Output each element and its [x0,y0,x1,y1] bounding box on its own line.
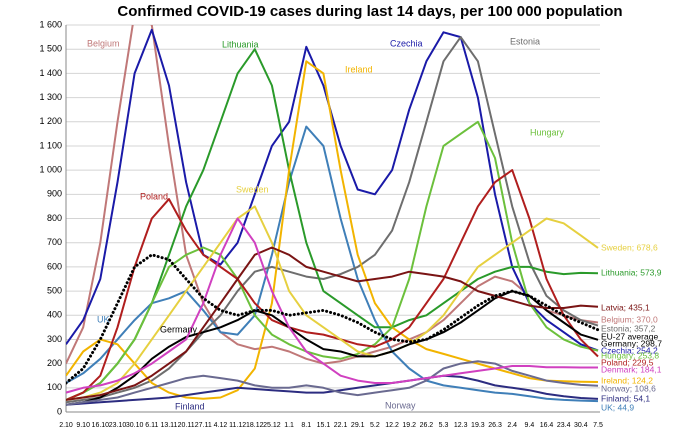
end-label: Ireland; 124,2 [601,375,653,385]
series-line [66,169,599,401]
x-tick-label: 27.11 [195,422,212,429]
y-tick-label: 1 300 [39,92,62,102]
series-label: Lithuania [222,39,259,49]
y-tick-label: 400 [47,310,62,320]
y-tick-label: 1 100 [39,140,62,150]
x-tick-label: 2.4 [507,422,517,429]
x-tick-label: 5.3 [439,422,449,429]
series-line [66,360,599,406]
x-tick-label: 20.11 [178,422,195,429]
y-tick-label: 1 000 [39,165,62,175]
end-label: Norway; 108,6 [601,383,656,393]
x-tick-label: 30.4 [574,422,588,429]
series-line [66,28,599,352]
end-label: Poland; 229,5 [601,357,654,367]
x-tick-label: 4.12 [214,422,228,429]
x-tick-label: 26.3 [488,422,502,429]
series-line [66,217,598,394]
x-tick-label: 23.4 [557,422,571,429]
series-line [66,125,599,403]
end-label: Estonia; 357,2 [601,323,656,333]
x-tick-label: 13.11 [160,422,177,429]
x-tick-label: 8.1 [301,422,311,429]
series-label: UK [97,314,110,324]
end-label: Latvia; 435,1 [601,302,650,312]
x-tick-label: 29.1 [351,422,365,429]
series-line [66,120,599,401]
x-tick-label: 9.4 [524,422,534,429]
y-tick-label: 800 [47,213,62,223]
x-tick-label: 16.10 [92,422,110,429]
series-label: Belgium [87,38,120,48]
end-label: Lithuania; 573,9 [601,267,662,277]
series-line [66,36,599,404]
end-label: Czechia; 254,2 [601,345,658,355]
series-line [66,246,599,401]
y-tick-label: 300 [47,334,62,344]
y-tick-label: 200 [47,358,62,368]
x-tick-label: 25.12 [263,422,281,429]
x-tick-label: 12.2 [385,422,399,429]
y-tick-label: 500 [47,285,62,295]
end-label: Finland; 54,1 [601,393,650,403]
y-tick-label: 1 500 [39,44,62,54]
x-tick-label: 1.1 [284,422,294,429]
series-label: Norway [385,400,416,410]
x-tick-label: 18.12 [246,422,264,429]
series-label: Germany [160,324,198,334]
x-tick-label: 5.2 [370,422,380,429]
end-label: Denmark; 184,1 [601,364,662,374]
y-tick-label: 100 [47,382,62,392]
series-label: Finland [175,401,205,411]
end-label: UK; 44,9 [601,402,634,412]
x-tick-label: 2.10 [59,422,73,429]
series-line [66,374,599,406]
y-tick-label: 0 [57,406,62,416]
series-line [66,205,599,401]
x-tick-label: 30.10 [126,422,144,429]
series-label: Czechia [390,38,423,48]
series-label: Hungary [530,127,565,137]
y-tick-label: 700 [47,237,62,247]
x-tick-label: 11.12 [229,422,246,429]
x-tick-label: 19.3 [471,422,485,429]
y-tick-label: 900 [47,189,62,199]
series-label: Poland [140,191,168,201]
end-label: Germany; 298,7 [601,338,662,348]
end-label: EU-27 average [601,331,658,341]
x-tick-label: 19.2 [402,422,416,429]
x-tick-label: 23.10 [109,422,127,429]
x-tick-label: 16.4 [540,422,554,429]
x-tick-label: 22.1 [334,422,348,429]
y-tick-label: 1 600 [39,19,62,29]
x-tick-label: 26.2 [420,422,434,429]
x-tick-label: 12.3 [454,422,468,429]
series-line [66,253,600,385]
y-tick-label: 1 200 [39,116,62,126]
y-tick-label: 600 [47,261,62,271]
end-label: Hungary; 253,8 [601,350,659,360]
x-tick-label: 15.1 [317,422,331,429]
x-tick-label: 7.5 [593,422,603,429]
series-line [66,25,599,365]
x-tick-label: 9.10 [76,422,90,429]
chart-title: Confirmed COVID-19 cases during last 14 … [117,3,622,20]
series-label: Sweden [236,184,269,194]
series-label: Estonia [510,36,540,46]
series-label: Ireland [345,64,373,74]
end-label: Sweden; 678,6 [601,242,658,252]
x-tick-label: 6.11 [145,422,158,429]
plot-area [66,25,600,406]
series-line [66,60,599,400]
end-label: Belgium; 370,0 [601,314,658,324]
y-tick-label: 1 400 [39,68,62,78]
